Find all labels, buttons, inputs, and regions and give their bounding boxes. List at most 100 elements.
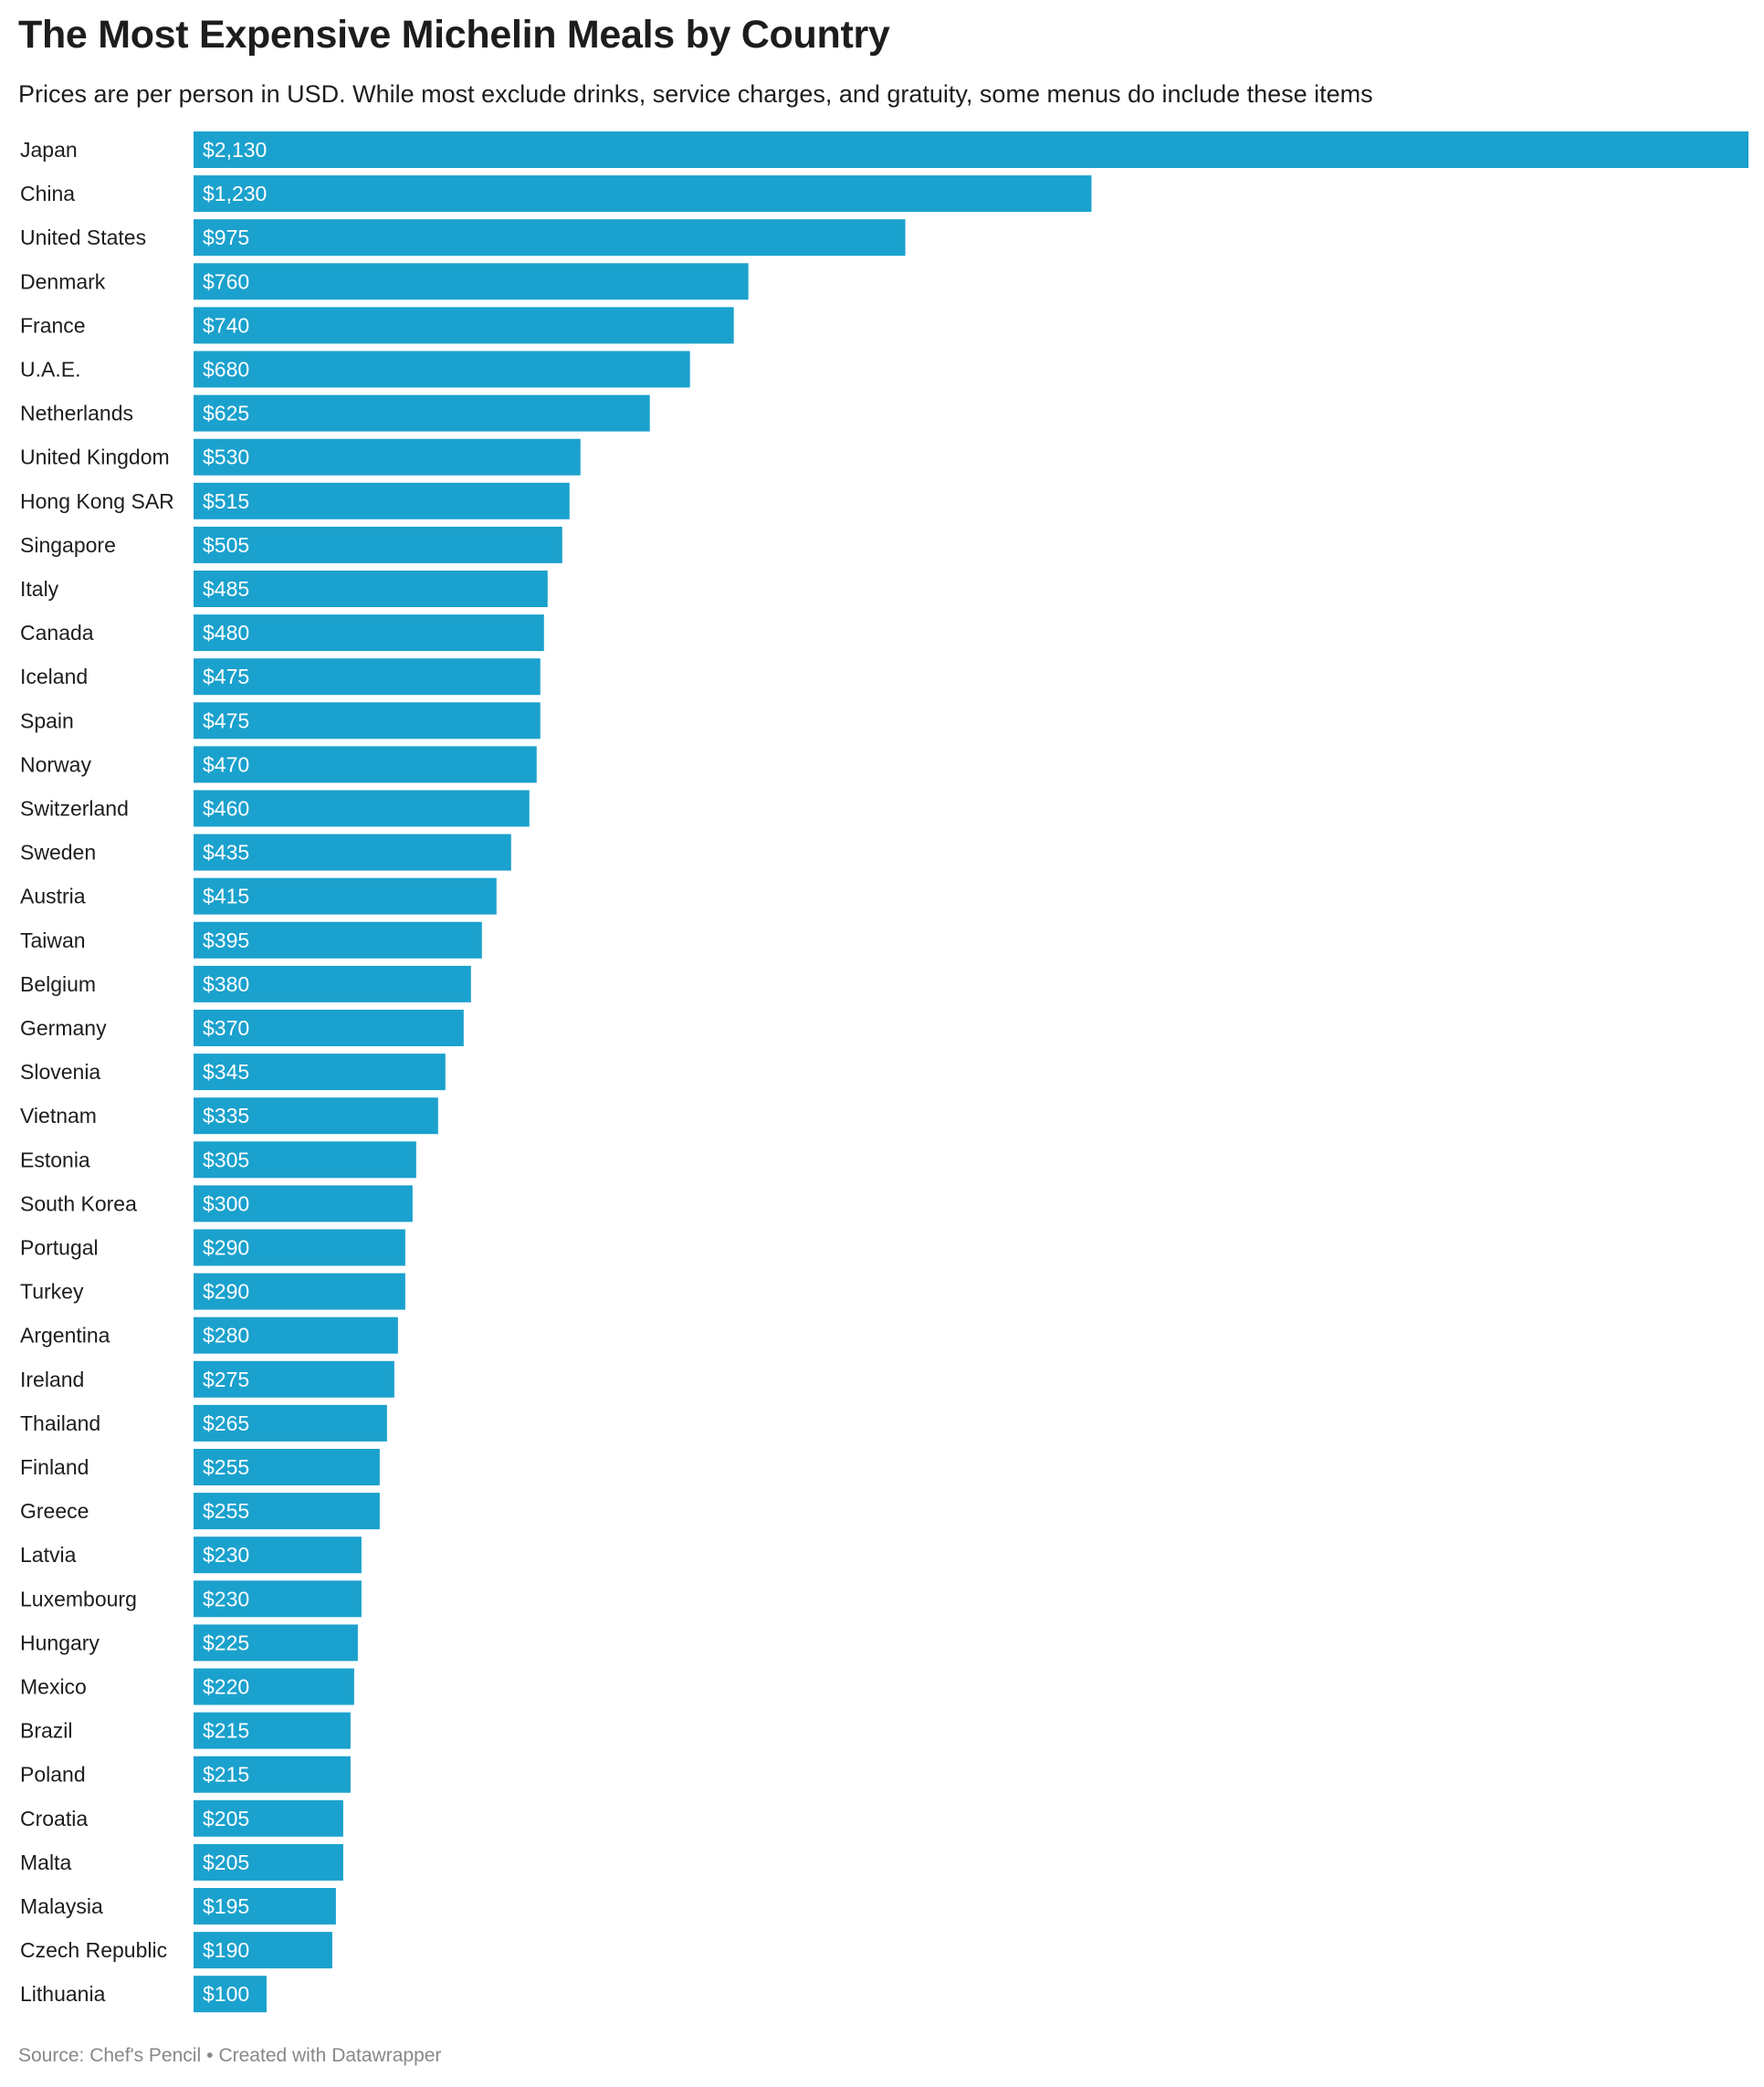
category-label-canada: Canada (20, 621, 94, 645)
bar-italy (194, 571, 548, 607)
category-label-latvia: Latvia (20, 1543, 77, 1567)
bar-vietnam (194, 1097, 438, 1135)
value-label-south-korea: $300 (203, 1191, 249, 1215)
bar-united-kingdom (194, 438, 581, 476)
bar-ireland (194, 1360, 394, 1398)
value-label-spain: $475 (203, 708, 249, 732)
bar-greece (194, 1493, 380, 1530)
bar-latvia (194, 1536, 362, 1574)
bar-switzerland (194, 790, 530, 827)
bar-taiwan (194, 921, 482, 959)
category-label-belgium: Belgium (20, 972, 96, 996)
bar-malaysia (194, 1888, 336, 1924)
source-note: Source: Chef's Pencil (18, 2045, 202, 2066)
datawrapper-credit: Created with Datawrapper (218, 2045, 442, 2066)
bar-row-netherlands: Netherlands $625 (20, 394, 650, 432)
bar-row-hong-kong-sar: Hong Kong SAR $515 (20, 482, 570, 519)
bar-austria (194, 877, 497, 915)
bar-china (194, 175, 1092, 213)
bar-row-france: France $740 (20, 307, 734, 344)
bar-row-turkey: Turkey $290 (20, 1273, 405, 1310)
category-label-netherlands: Netherlands (20, 402, 133, 425)
value-label-greece: $255 (203, 1499, 249, 1523)
value-label-ireland: $275 (203, 1368, 249, 1391)
value-label-vietnam: $335 (203, 1104, 249, 1127)
bar-row-argentina: Argentina $280 (20, 1316, 398, 1354)
category-label-denmark: Denmark (20, 269, 106, 293)
value-label-taiwan: $395 (203, 928, 249, 952)
category-label-slovenia: Slovenia (20, 1060, 100, 1084)
value-label-japan: $2,130 (203, 138, 267, 162)
category-label-u-a-e: U.A.E. (20, 358, 80, 382)
bar-finland (194, 1449, 380, 1485)
value-label-belgium: $380 (203, 972, 249, 996)
bar-chart: Japan $2,130 China $1,230 United States $975 D… (20, 131, 1748, 2013)
category-label-portugal: Portugal (20, 1236, 99, 1260)
bar-germany (194, 1010, 464, 1046)
category-label-czech-republic: Czech Republic (20, 1938, 167, 1962)
value-label-latvia: $230 (203, 1543, 249, 1567)
bar-row-switzerland: Switzerland $460 (20, 790, 530, 827)
footer-separator: • (206, 2045, 214, 2066)
bar-row-greece: Greece $255 (20, 1493, 380, 1530)
value-label-france: $740 (203, 313, 249, 337)
bar-row-estonia: Estonia $305 (20, 1141, 416, 1179)
value-label-croatia: $205 (203, 1807, 249, 1830)
bar-row-denmark: Denmark $760 (20, 263, 749, 300)
category-label-poland: Poland (20, 1763, 86, 1787)
bar-row-malaysia: Malaysia $195 (20, 1888, 336, 1924)
bar-estonia (194, 1141, 416, 1179)
value-label-netherlands: $625 (203, 402, 249, 425)
bar-row-south-korea: South Korea $300 (20, 1185, 413, 1222)
bar-row-malta: Malta $205 (20, 1843, 343, 1881)
category-label-estonia: Estonia (20, 1148, 90, 1171)
bar-south-korea (194, 1185, 413, 1222)
category-label-argentina: Argentina (20, 1324, 110, 1348)
value-label-thailand: $265 (203, 1411, 249, 1435)
value-label-norway: $470 (203, 752, 249, 776)
bar-row-united-kingdom: United Kingdom $530 (20, 438, 581, 476)
bar-row-united-states: United States $975 (20, 219, 906, 257)
bar-row-vietnam: Vietnam $335 (20, 1097, 438, 1135)
bar-row-sweden: Sweden $435 (20, 834, 511, 871)
value-label-iceland: $475 (203, 665, 249, 688)
bar-lithuania (194, 1976, 267, 2013)
bar-belgium (194, 965, 471, 1002)
bar-poland (194, 1756, 351, 1793)
value-label-switzerland: $460 (203, 797, 249, 821)
bar-row-italy: Italy $485 (20, 571, 548, 607)
bar-row-china: China $1,230 (20, 175, 1092, 213)
category-label-norway: Norway (20, 752, 91, 776)
bar-row-croatia: Croatia $205 (20, 1799, 343, 1837)
bar-singapore (194, 526, 562, 563)
bar-hong-kong-sar (194, 482, 570, 519)
category-label-united-kingdom: United Kingdom (20, 446, 170, 469)
category-label-italy: Italy (20, 577, 59, 601)
category-label-germany: Germany (20, 1016, 107, 1040)
bar-row-portugal: Portugal $290 (20, 1229, 405, 1266)
bar-norway (194, 746, 537, 783)
bar-france (194, 307, 734, 344)
value-label-argentina: $280 (203, 1324, 249, 1348)
value-label-germany: $370 (203, 1016, 249, 1040)
bar-luxembourg (194, 1580, 362, 1618)
value-label-turkey: $290 (203, 1280, 249, 1304)
value-label-estonia: $305 (203, 1148, 249, 1171)
category-label-france: France (20, 313, 86, 337)
bar-row-thailand: Thailand $265 (20, 1404, 387, 1442)
value-label-united-kingdom: $530 (203, 446, 249, 469)
category-label-ireland: Ireland (20, 1368, 84, 1391)
bar-row-belgium: Belgium $380 (20, 965, 471, 1002)
bar-row-czech-republic: Czech Republic $190 (20, 1932, 332, 1969)
value-label-singapore: $505 (203, 533, 249, 557)
bar-iceland (194, 658, 541, 696)
bar-turkey (194, 1273, 405, 1310)
category-label-malta: Malta (20, 1851, 71, 1874)
bar-czech-republic (194, 1932, 332, 1969)
category-label-hong-kong-sar: Hong Kong SAR (20, 489, 174, 513)
value-label-austria: $415 (203, 885, 249, 908)
value-label-italy: $485 (203, 577, 249, 601)
category-label-china: China (20, 182, 75, 205)
category-label-japan: Japan (20, 138, 78, 162)
value-label-lithuania: $100 (203, 1982, 249, 2006)
